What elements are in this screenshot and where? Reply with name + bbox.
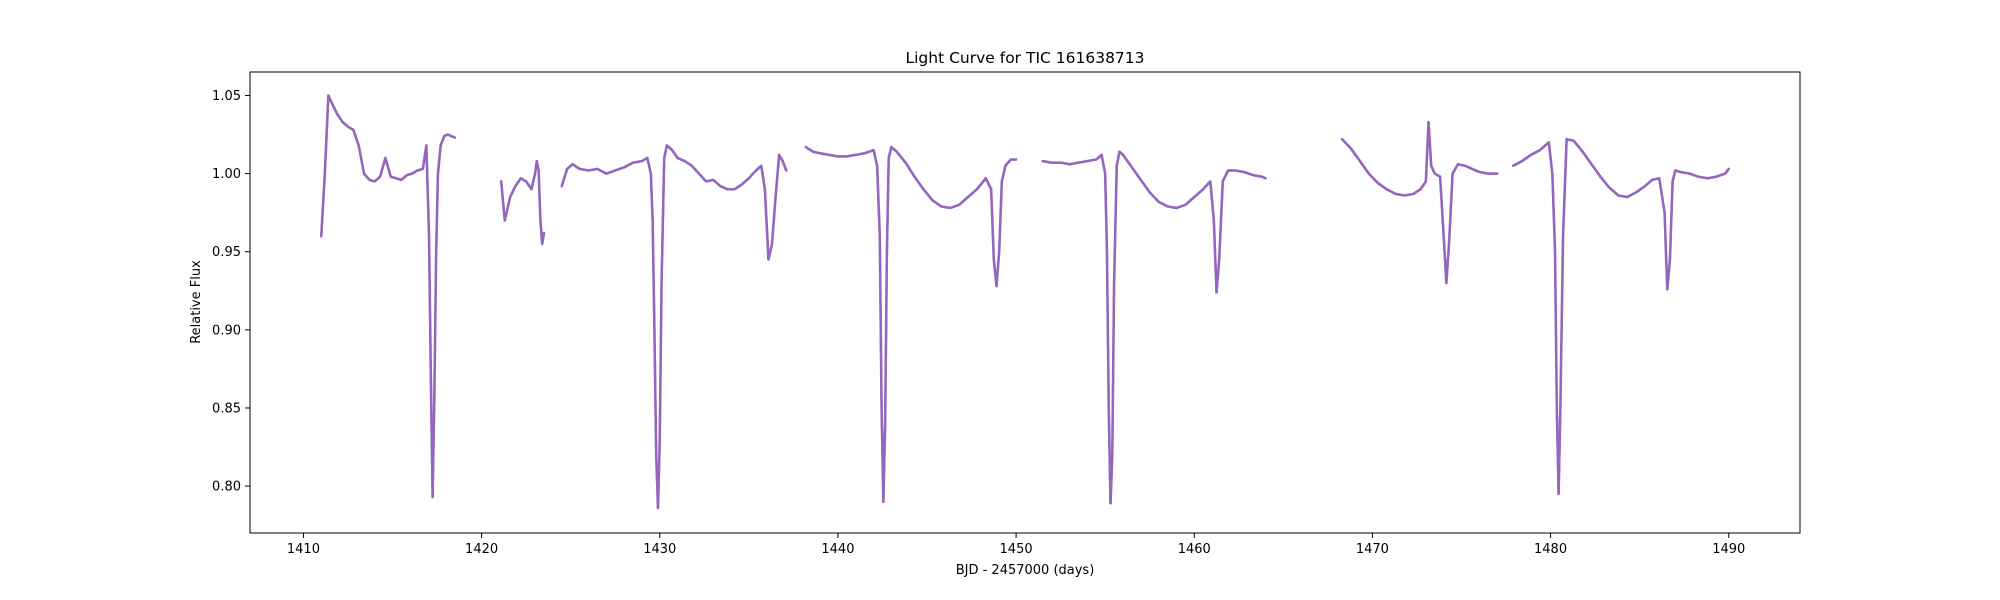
data-point bbox=[1014, 158, 1018, 161]
data-point bbox=[1495, 172, 1499, 175]
data-point bbox=[453, 136, 457, 139]
data-point bbox=[542, 231, 546, 235]
data-point bbox=[1264, 176, 1267, 180]
data-points bbox=[319, 94, 1731, 510]
data-point bbox=[784, 169, 788, 172]
